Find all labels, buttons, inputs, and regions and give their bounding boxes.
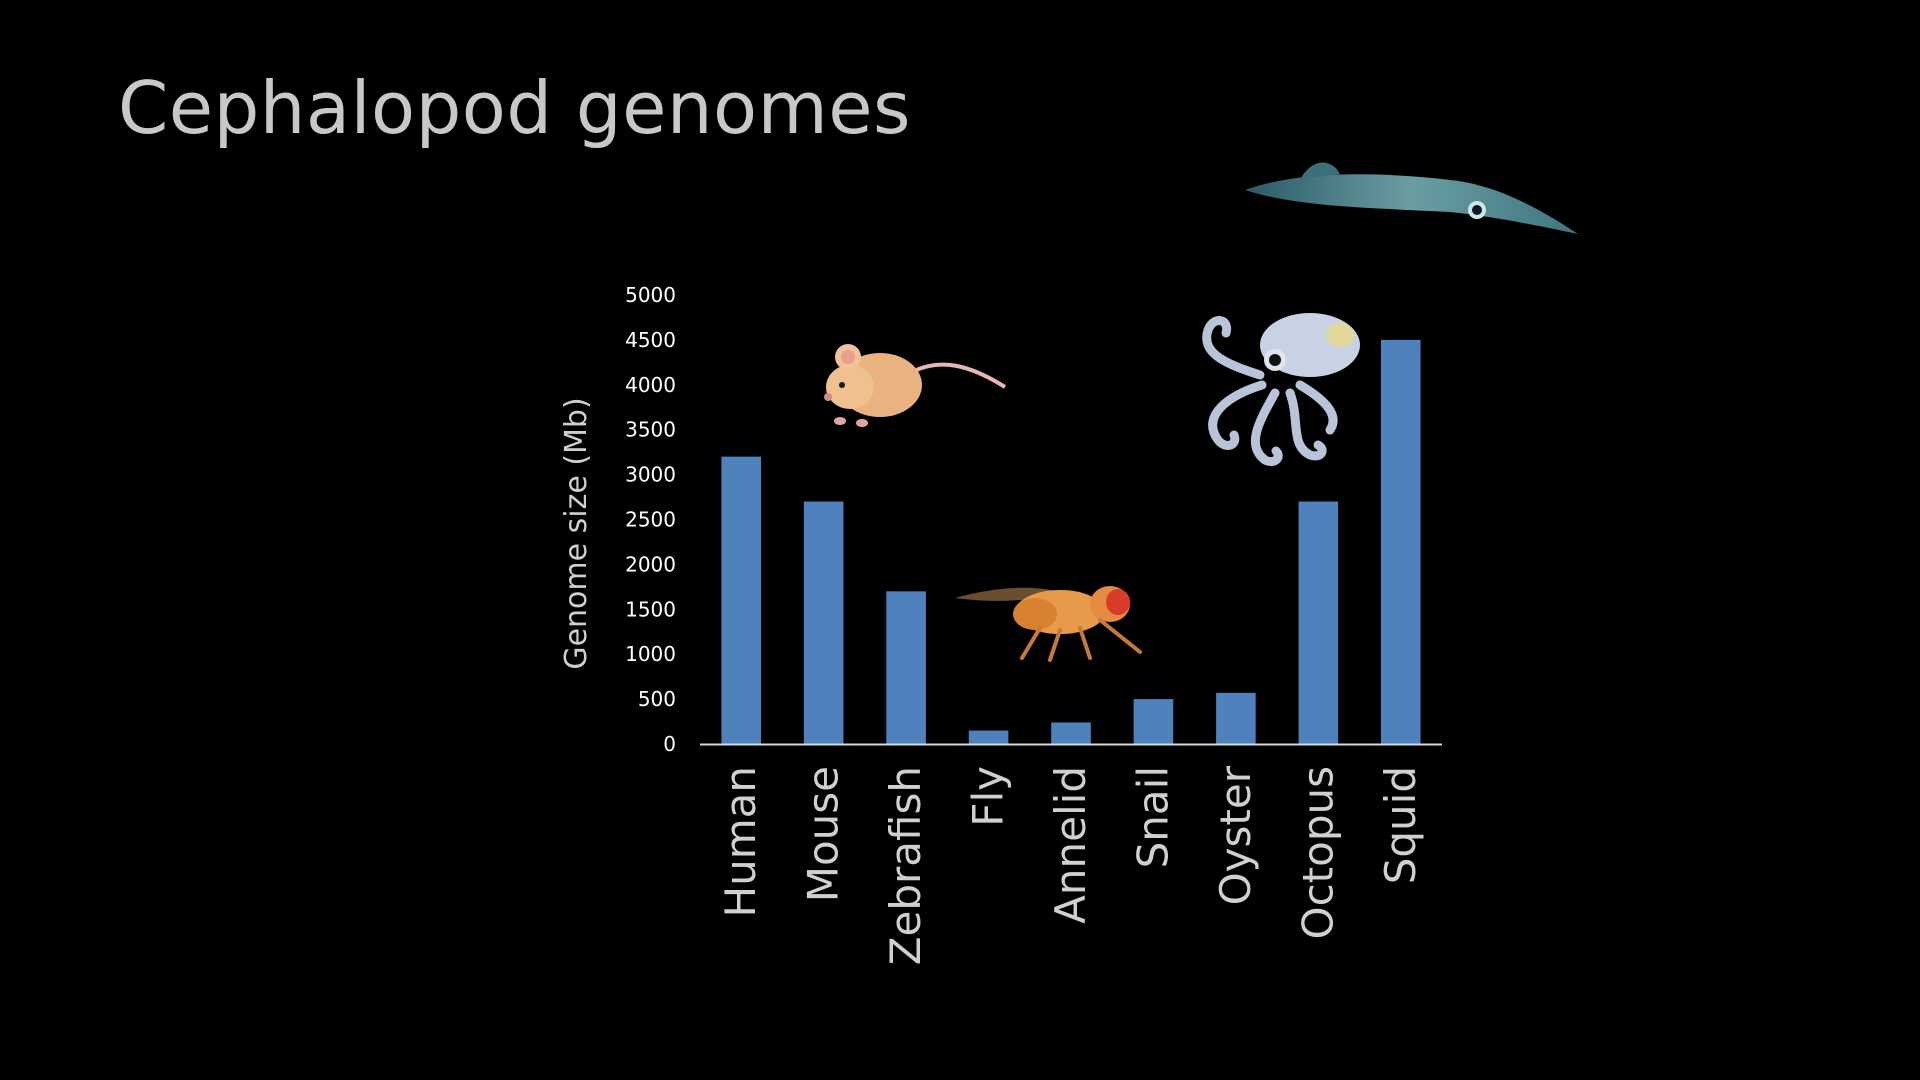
y-tick-label: 4500 bbox=[625, 328, 676, 352]
bars-group bbox=[721, 339, 1421, 744]
fly-photo bbox=[955, 586, 1142, 662]
y-tick-label: 4000 bbox=[625, 373, 676, 397]
x-tick-label: Human bbox=[716, 766, 765, 917]
x-tick-label: Annelid bbox=[1046, 766, 1095, 924]
bar-fly bbox=[968, 730, 1009, 744]
bar-zebrafish bbox=[886, 591, 926, 744]
bar-oyster bbox=[1216, 692, 1256, 744]
y-tick-label: 500 bbox=[638, 687, 676, 711]
x-tick-label: Fly bbox=[964, 766, 1013, 827]
bar-mouse bbox=[803, 501, 844, 744]
mouse-photo bbox=[824, 344, 1007, 427]
bar-snail bbox=[1133, 699, 1174, 744]
y-tick-labels: 0 500 1000 1500 2000 2500 3000 3500 4000 4500 5000 bbox=[625, 283, 676, 756]
y-tick-label: 2000 bbox=[625, 552, 676, 576]
bar-squid bbox=[1380, 339, 1421, 744]
y-tick-label: 3500 bbox=[625, 418, 676, 442]
squid-photo bbox=[1245, 162, 1578, 234]
y-tick-label: 5000 bbox=[625, 283, 676, 307]
x-tick-label: Octopus bbox=[1293, 766, 1342, 939]
y-tick-label: 0 bbox=[663, 732, 676, 756]
x-tick-label: Mouse bbox=[799, 766, 848, 902]
y-tick-label: 1000 bbox=[625, 642, 676, 666]
x-tick-label: Squid bbox=[1376, 766, 1425, 884]
bar-octopus bbox=[1298, 501, 1339, 744]
y-tick-label: 3000 bbox=[625, 463, 676, 487]
y-tick-label: 2500 bbox=[625, 508, 676, 532]
slide-title: Cephalopod genomes bbox=[118, 66, 912, 150]
x-tick-label: Zebrafish bbox=[881, 766, 930, 965]
x-tick-label: Oyster bbox=[1211, 765, 1260, 905]
y-axis-label: Genome size (Mb) bbox=[559, 397, 594, 669]
octopus-photo bbox=[1202, 313, 1360, 467]
y-tick-label: 1500 bbox=[625, 597, 676, 621]
bar-human bbox=[721, 456, 762, 744]
x-tick-label: Snail bbox=[1128, 766, 1177, 868]
bar-annelid bbox=[1051, 722, 1091, 744]
x-tick-labels: Human Mouse Zebrafish Fly Annelid Snail Oyster… bbox=[716, 765, 1425, 965]
